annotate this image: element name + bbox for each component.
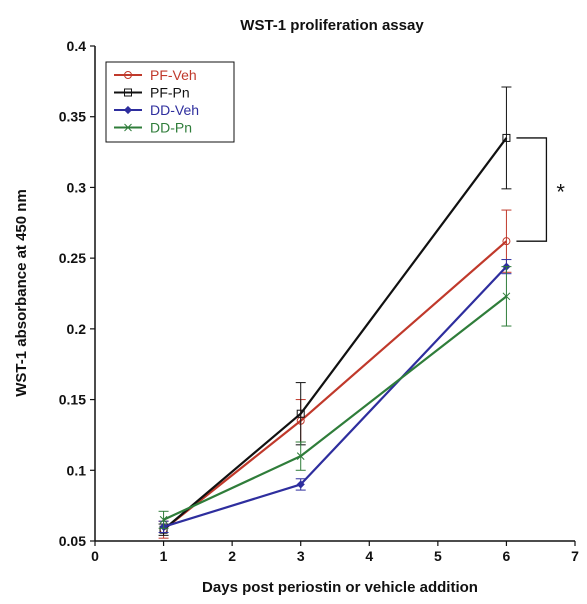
- x-tick-label: 0: [91, 548, 99, 564]
- x-tick-label: 2: [228, 548, 236, 564]
- y-tick-label: 0.3: [67, 179, 87, 195]
- data-point: [124, 123, 132, 132]
- legend-label: DD-Pn: [150, 120, 192, 136]
- series-group: [158, 86, 512, 539]
- significance-star: *: [556, 180, 565, 205]
- data-point: [124, 71, 132, 79]
- bracket-line: [516, 137, 548, 242]
- chart-title: WST-1 proliferation assay: [240, 17, 424, 34]
- data-point: [123, 105, 133, 115]
- legend-label: PF-Pn: [150, 85, 190, 101]
- legend-entry: DD-Pn: [114, 120, 192, 136]
- data-point: [159, 515, 168, 524]
- error-bar: [501, 86, 512, 190]
- y-tick-label: 0.15: [59, 392, 86, 408]
- y-tick-label: 0.35: [59, 109, 86, 125]
- x-axis-label: Days post periostin or vehicle addition: [202, 579, 478, 596]
- legend-entry: PF-Veh: [114, 67, 197, 83]
- data-point: [296, 409, 305, 418]
- data-point: [296, 452, 305, 460]
- legend-entry: DD-Veh: [114, 102, 199, 118]
- x-tick-label: 7: [571, 548, 579, 564]
- x-tick-label: 1: [160, 548, 168, 564]
- series-dd-pn: [158, 266, 512, 529]
- series-pf-pn: [158, 86, 512, 536]
- y-axis-label: WST-1 absorbance at 450 nm: [13, 189, 30, 397]
- y-tick-label: 0.05: [59, 533, 86, 549]
- data-point-stroke: [296, 452, 305, 460]
- x-tick-label: 3: [297, 548, 305, 564]
- data-point-stroke: [502, 292, 511, 301]
- x-tick-label: 6: [503, 548, 511, 564]
- x-tick-label: 5: [434, 548, 442, 564]
- data-point-stroke: [124, 123, 132, 132]
- y-tick-label: 0.2: [67, 321, 87, 337]
- y-tick-label: 0.4: [67, 38, 87, 54]
- axes: 0 1 2 3 4 5 6 7 0.05 0.1 0.15 0.2 0.25 0.3 0.35 0.4: [59, 38, 579, 564]
- data-point: [502, 292, 511, 301]
- data-point: [502, 133, 511, 142]
- x-tick-label: 4: [365, 548, 373, 564]
- legend-entry: PF-Pn: [114, 85, 190, 101]
- legend-label: PF-Veh: [150, 67, 197, 83]
- series-dd-veh: [158, 259, 512, 534]
- y-tick-label: 0.25: [59, 250, 86, 266]
- data-point: [502, 237, 511, 246]
- legend-label: DD-Veh: [150, 102, 199, 118]
- significance-bracket: *: [516, 137, 565, 242]
- series-line: [162, 137, 508, 531]
- data-point: [124, 88, 132, 97]
- annotations-group: *: [516, 137, 565, 242]
- data-point-stroke: [159, 515, 168, 524]
- y-tick-label: 0.1: [67, 462, 87, 478]
- data-point: [296, 480, 305, 489]
